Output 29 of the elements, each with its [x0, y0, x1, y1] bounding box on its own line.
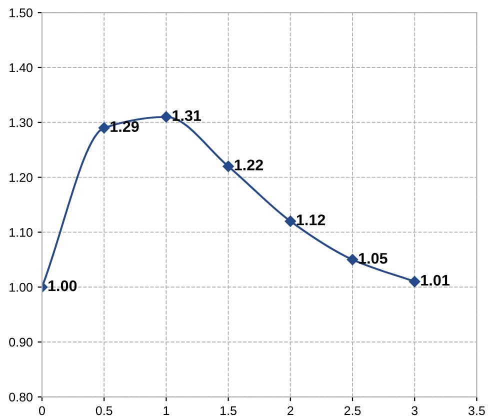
point [98, 122, 110, 134]
x-tick-label: 3.5 [468, 406, 485, 416]
y-tick-label: 1.40 [10, 63, 32, 72]
x-tick-label: 2.5 [344, 406, 361, 416]
data-label: 1.22 [234, 160, 263, 170]
data-label: 1.12 [296, 214, 326, 226]
point [409, 276, 420, 288]
x-tick-label: 2 [288, 406, 294, 415]
data-label: 1.29 [110, 121, 139, 132]
point [284, 216, 296, 227]
point [160, 111, 172, 123]
point [222, 160, 234, 172]
y-tick-label: 1.50 [10, 8, 32, 18]
y-tick-label: 1.10 [10, 228, 32, 237]
point [346, 254, 358, 266]
x-tick-label: 3 [412, 406, 418, 416]
x-tick-label: 0.5 [96, 406, 112, 416]
x-tick-label: 1.5 [220, 406, 236, 416]
data-label: 1.05 [359, 252, 388, 264]
y-tick-label: 1.30 [10, 118, 32, 128]
data-label: 1.01 [421, 274, 450, 286]
y-tick-label: 1.00 [10, 282, 32, 292]
data-label: 1.31 [172, 110, 202, 122]
y-tick-label: 0.80 [9, 392, 32, 402]
y-tick-label: 0.90 [9, 338, 32, 347]
data-label: 1.00 [48, 280, 77, 292]
x-tick-label: 1 [164, 406, 170, 415]
x-tick-label: 0 [39, 406, 45, 416]
y-tick-label: 1.20 [10, 173, 32, 182]
